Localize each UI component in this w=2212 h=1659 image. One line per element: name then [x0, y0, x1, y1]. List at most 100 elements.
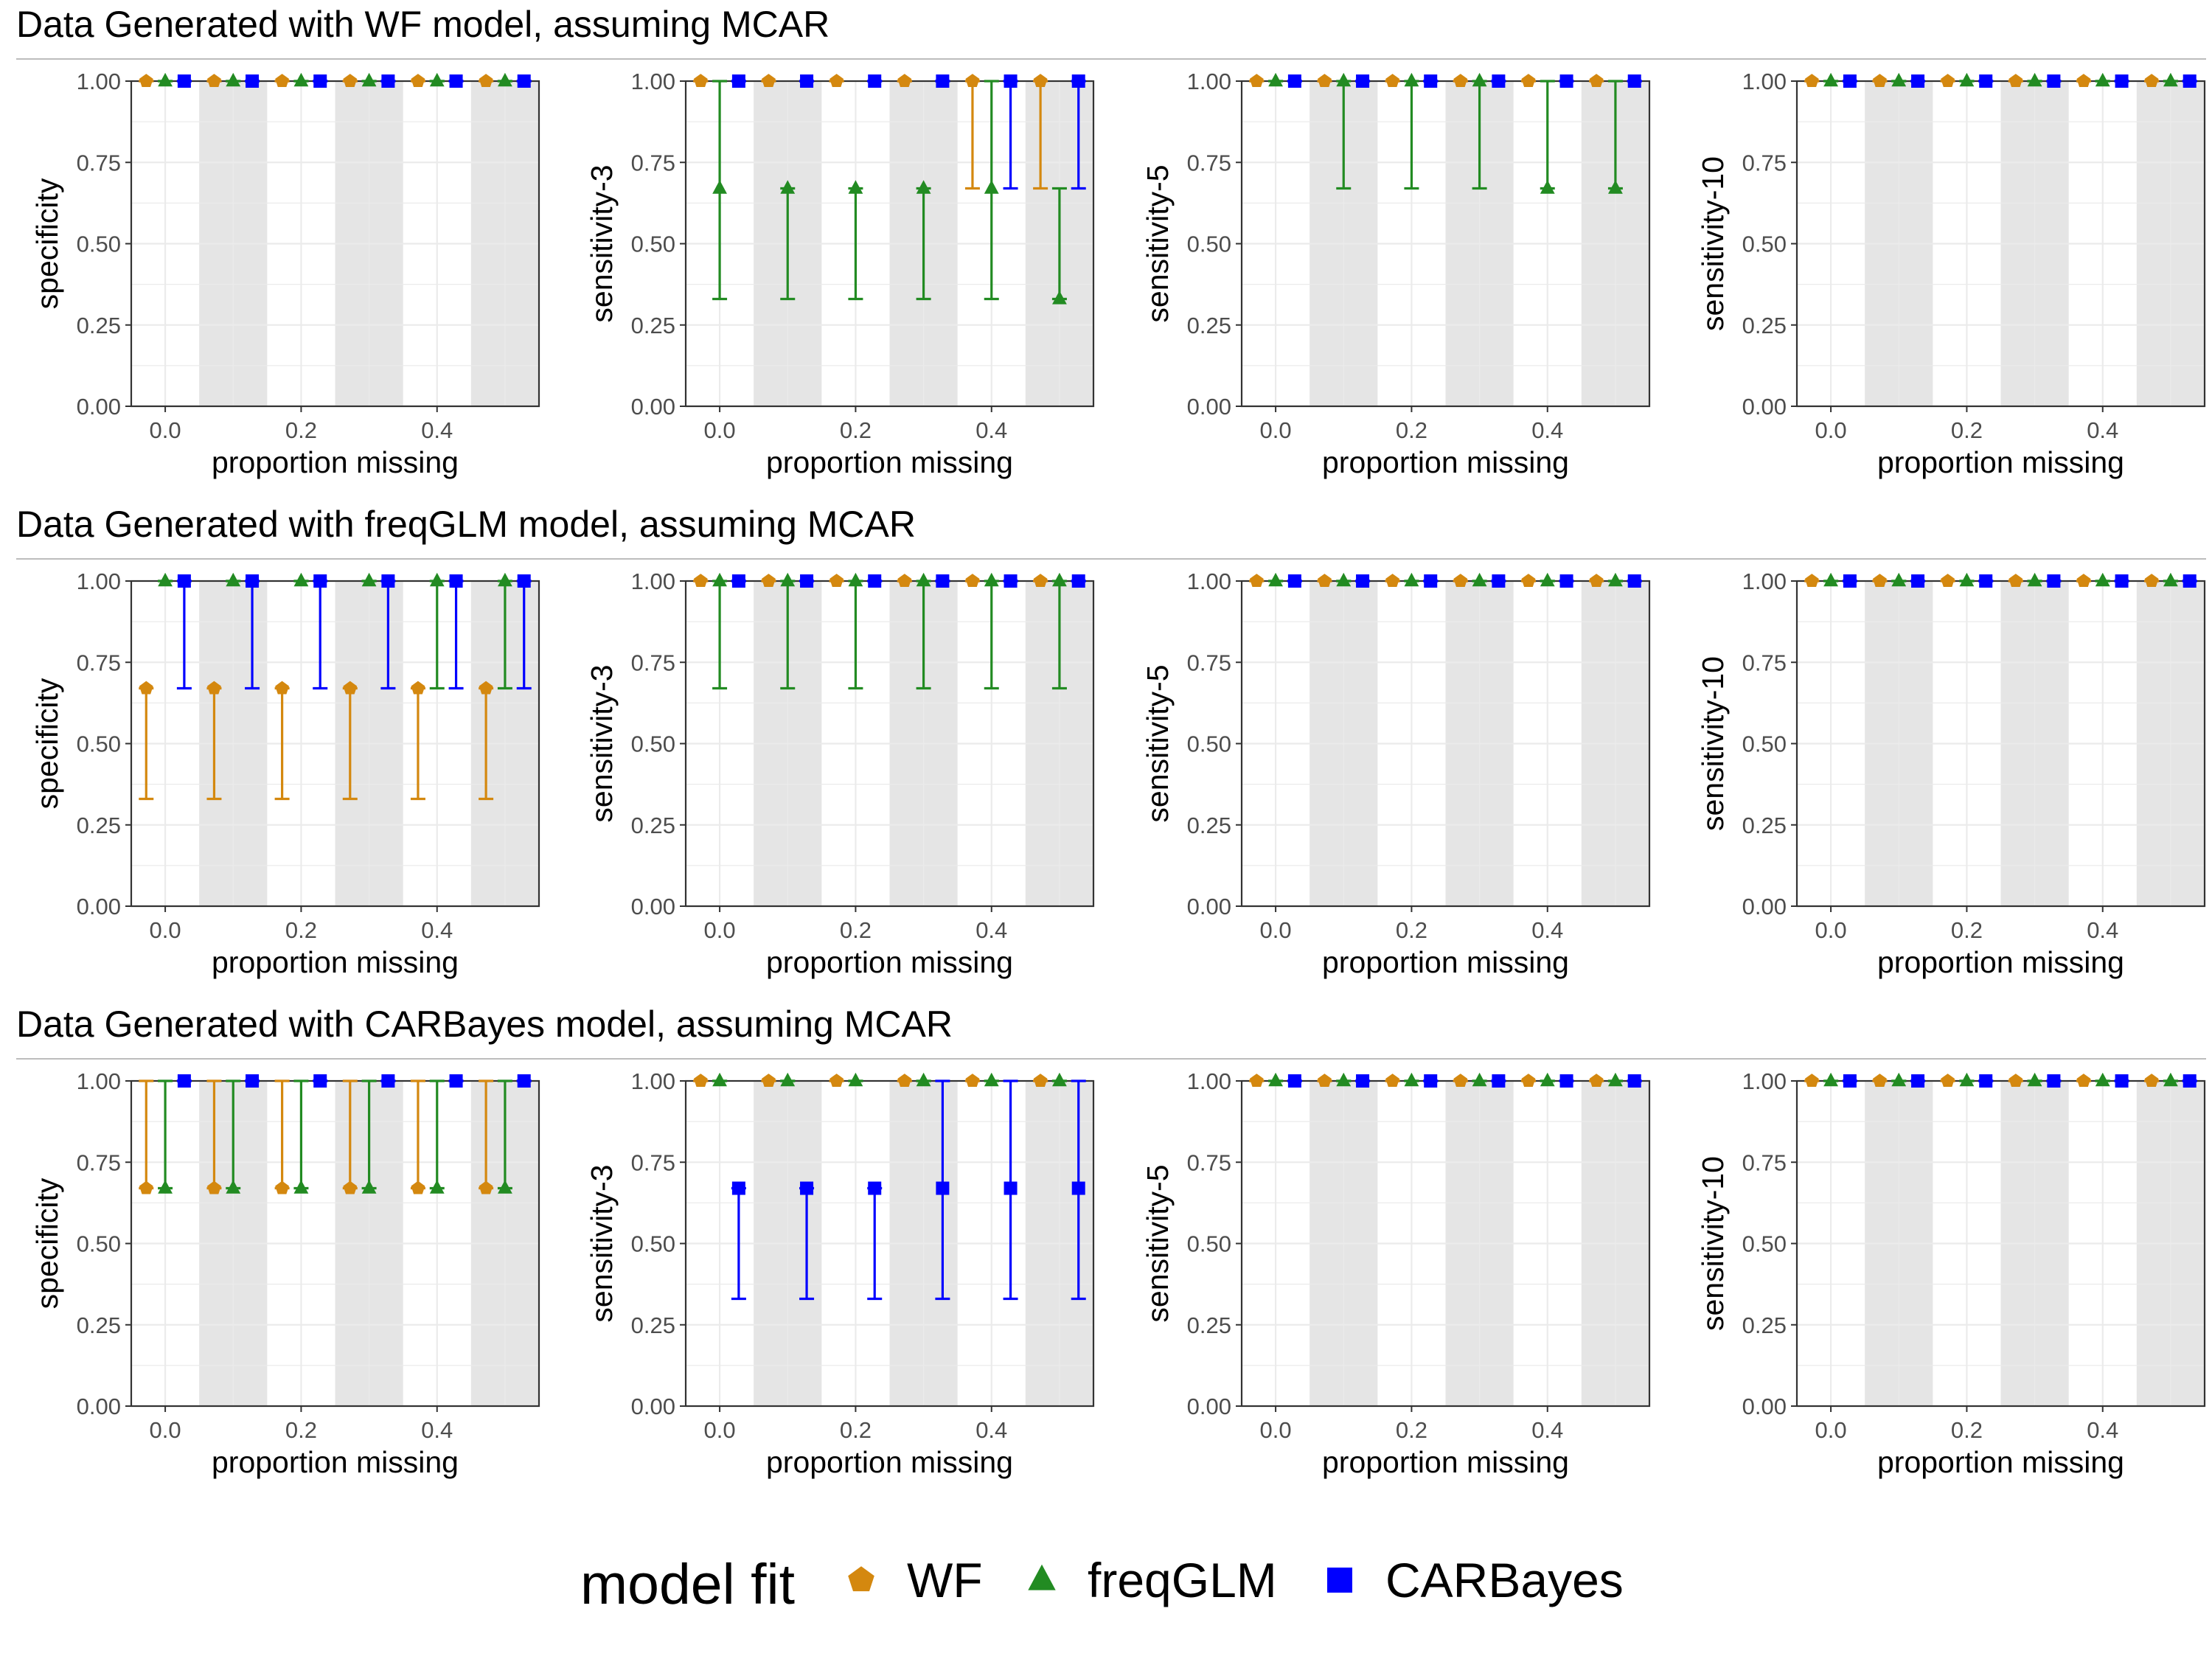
data-point — [1268, 1072, 1283, 1087]
data-point — [2115, 1074, 2129, 1088]
data-point — [830, 1074, 844, 1087]
legend-item-freqGLM: freqGLM — [1028, 1553, 1277, 1607]
x-tick-label: 0.2 — [1396, 1417, 1427, 1443]
data-point — [1453, 574, 1468, 587]
data-point — [226, 1180, 241, 1194]
data-point — [1843, 74, 1857, 88]
data-point — [1559, 74, 1573, 88]
data-point — [2144, 1074, 2159, 1087]
x-axis-title: proportion missing — [1877, 1445, 2124, 1479]
x-tick-label: 0.2 — [840, 417, 872, 443]
y-tick-label: 0.25 — [631, 813, 675, 838]
data-point — [2163, 1072, 2178, 1087]
data-point — [158, 572, 173, 587]
series-CARBayes — [1287, 574, 1642, 588]
data-point — [1356, 1074, 1370, 1088]
y-tick-label: 1.00 — [1187, 1068, 1231, 1094]
panel: 0.00 0.25 0.50 0.75 1.00 0.0 0.2 0.4proportion … — [1141, 69, 1651, 479]
y-tick-label: 0.75 — [1742, 150, 1787, 175]
data-point — [1472, 572, 1487, 587]
legend-label: freqGLM — [1088, 1553, 1277, 1607]
y-tick-label: 0.50 — [1187, 1231, 1231, 1257]
data-point — [1385, 74, 1399, 87]
y-axis-title: sensitivity-10 — [1696, 656, 1730, 831]
y-tick-label: 0.00 — [77, 894, 121, 919]
section-3: Data Generated with CARBayes model, assu… — [16, 1004, 2206, 1479]
data-point — [1589, 1074, 1604, 1087]
data-point — [246, 1074, 260, 1088]
data-point — [343, 681, 358, 695]
data-point — [411, 1180, 425, 1194]
data-point — [1891, 1072, 1907, 1087]
data-point — [830, 74, 844, 87]
series-freqGLM — [1823, 572, 2178, 587]
y-axis-title: sensitivity-10 — [1696, 1156, 1730, 1331]
y-tick-label: 0.50 — [77, 1231, 121, 1257]
x-axis-title: proportion missing — [766, 445, 1013, 479]
series-CARBayes — [176, 74, 532, 88]
series-WF — [1804, 1074, 2160, 1087]
data-point — [498, 72, 512, 87]
data-point — [2183, 74, 2197, 88]
data-point — [1873, 1074, 1887, 1087]
data-point — [1559, 574, 1573, 588]
y-tick-label: 0.00 — [631, 1394, 675, 1419]
data-point — [158, 1180, 173, 1194]
data-point — [1033, 74, 1048, 87]
data-point — [479, 1180, 493, 1194]
series-CARBayes — [1287, 74, 1642, 88]
x-tick-label: 0.4 — [2087, 417, 2118, 443]
data-point — [916, 572, 931, 587]
series-freqGLM — [1823, 72, 2178, 87]
y-tick-label: 0.00 — [1742, 894, 1787, 919]
series-freqGLM — [1268, 1072, 1623, 1087]
legend-key — [1028, 1564, 1056, 1590]
data-point — [293, 72, 309, 87]
x-axis-title: proportion missing — [766, 1445, 1013, 1479]
data-point — [936, 74, 950, 88]
data-point — [1540, 180, 1555, 194]
data-point — [800, 574, 814, 588]
x-axis-title: proportion missing — [212, 945, 459, 979]
series-CARBayes — [731, 74, 1086, 190]
y-tick-label: 0.25 — [631, 313, 675, 338]
x-tick-label: 0.4 — [975, 1417, 1007, 1443]
y-tick-label: 0.75 — [77, 1150, 121, 1175]
data-point — [275, 74, 289, 87]
data-point — [1521, 74, 1536, 87]
y-tick-label: 1.00 — [631, 1068, 675, 1094]
data-point — [1540, 1072, 1555, 1087]
series-CARBayes — [731, 574, 1086, 588]
data-point — [731, 574, 745, 588]
x-tick-label: 0.2 — [1396, 917, 1427, 943]
data-point — [226, 572, 241, 587]
data-point — [1249, 74, 1264, 87]
data-point — [916, 180, 931, 194]
data-point — [1033, 574, 1048, 587]
data-point — [1959, 572, 1975, 587]
data-point — [429, 72, 445, 87]
data-point — [897, 1074, 912, 1087]
data-point — [2047, 74, 2061, 88]
data-point — [1492, 1074, 1506, 1088]
data-point — [965, 74, 980, 87]
data-point — [361, 572, 377, 587]
y-tick-label: 0.25 — [77, 1312, 121, 1338]
data-point — [2076, 1074, 2091, 1087]
data-point — [275, 1180, 289, 1194]
data-point — [1521, 574, 1536, 587]
data-point — [139, 1180, 153, 1194]
data-point — [411, 74, 425, 87]
legend-label: WF — [907, 1553, 983, 1607]
y-axis-title: specificity — [30, 678, 64, 809]
data-point — [965, 1074, 980, 1087]
data-point — [1472, 72, 1487, 87]
data-point — [1627, 74, 1641, 88]
data-point — [762, 574, 776, 587]
y-tick-label: 0.25 — [1187, 813, 1231, 838]
panel: 0.00 0.25 0.50 0.75 1.00 0.0 0.2 0.4proportion … — [1696, 69, 2206, 479]
data-point — [984, 572, 999, 587]
series-freqGLM — [1823, 1072, 2178, 1087]
series-freqGLM — [158, 572, 512, 690]
x-tick-label: 0.0 — [704, 917, 736, 943]
